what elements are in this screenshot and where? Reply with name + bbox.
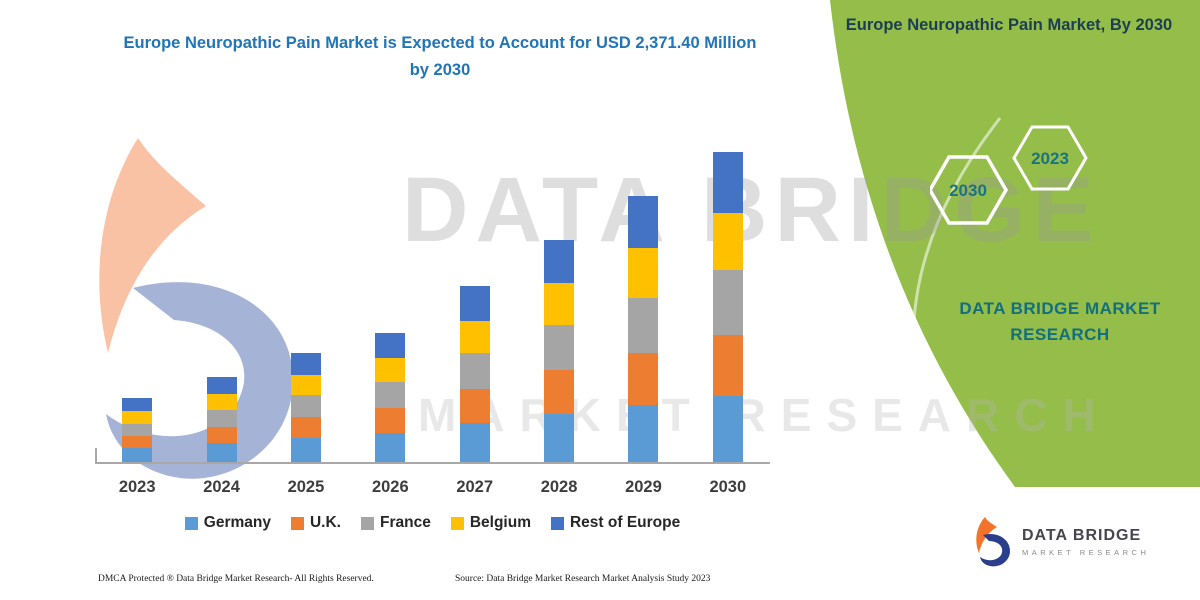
bar-segment-u-k- xyxy=(122,436,153,448)
bar-2030 xyxy=(712,152,743,462)
hexagon-badges: 2030 2023 xyxy=(930,125,1088,225)
databridge-watermark-logo-icon xyxy=(99,138,293,479)
bar-segment-u-k- xyxy=(459,388,490,423)
bar-segment-germany xyxy=(375,432,406,462)
bar-2027 xyxy=(459,286,490,462)
bar-segment-france xyxy=(122,424,153,436)
brand-text: DATA BRIDGE MARKET RESEARCH xyxy=(959,299,1161,344)
hexagon-2023-outline xyxy=(1012,125,1088,191)
databridge-logo-icon xyxy=(976,517,1010,567)
dmca-notice: DMCA Protected ® Data Bridge Market Rese… xyxy=(98,574,374,584)
bar-segment-rest-of-europe xyxy=(628,196,659,249)
watermark-flame-shape xyxy=(99,138,206,353)
x-axis-label-2025: 2025 xyxy=(287,478,325,496)
bar-segment-germany xyxy=(628,404,659,462)
watermark-b-shape xyxy=(106,282,293,479)
logo-b-shape xyxy=(980,533,1010,567)
bar-segment-u-k- xyxy=(206,426,237,443)
plot-area xyxy=(95,152,770,464)
bar-2025 xyxy=(290,352,321,462)
bar-segment-u-k- xyxy=(375,407,406,433)
bar-2029 xyxy=(628,196,659,462)
bar-segment-u-k- xyxy=(544,369,575,414)
bar-segment-rest-of-europe xyxy=(544,240,575,284)
bar-segment-belgium xyxy=(712,213,743,271)
x-axis-label-2026: 2026 xyxy=(371,478,409,496)
y-axis-tick xyxy=(95,448,97,462)
chart-legend: Germany U.K. France Belgium Rest of Europe xyxy=(75,514,790,532)
chart-title: Europe Neuropathic Pain Market is Expect… xyxy=(123,34,757,80)
bar-2023 xyxy=(122,397,153,462)
legend-item-belgium: Belgium xyxy=(450,514,531,532)
databridge-logo: DATA BRIDGE MARKET RESEARCH xyxy=(972,516,1149,568)
bar-segment-rest-of-europe xyxy=(459,286,490,321)
legend-swatch xyxy=(184,516,198,530)
bar-segment-u-k- xyxy=(290,416,321,438)
bar-segment-rest-of-europe xyxy=(712,152,743,214)
green-panel-shape xyxy=(830,0,1200,487)
legend-item-france: France xyxy=(360,514,431,532)
bar-segment-germany xyxy=(122,448,153,462)
x-axis-label-2029: 2029 xyxy=(625,478,662,496)
bar-segment-germany xyxy=(459,422,490,462)
x-axis-label-2023: 2023 xyxy=(118,478,156,496)
bar-segment-u-k- xyxy=(628,352,659,405)
bar-segment-germany xyxy=(206,442,237,462)
legend-swatch xyxy=(550,516,564,530)
logo-name: DATA BRIDGE xyxy=(1022,527,1142,544)
hexagon-2030-label: 2030 xyxy=(949,181,987,200)
x-axis-label-2027: 2027 xyxy=(456,478,494,496)
legend-label: U.K. xyxy=(309,514,341,531)
bar-segment-belgium xyxy=(206,393,237,410)
bar-segment-belgium xyxy=(459,320,490,353)
bar-2028 xyxy=(544,240,575,462)
bar-segment-germany xyxy=(712,395,743,462)
watermark-text-primary: DATA BRIDGE xyxy=(402,159,1101,261)
bar-segment-germany xyxy=(290,437,321,462)
bar-segment-belgium xyxy=(122,410,153,424)
x-axis-label-2024: 2024 xyxy=(203,478,240,496)
bar-segment-rest-of-europe xyxy=(375,332,406,358)
bar-segment-belgium xyxy=(628,248,659,298)
bar-segment-france xyxy=(206,409,237,427)
legend-swatch xyxy=(290,516,304,530)
legend-item-rest-of-europe: Rest of Europe xyxy=(550,514,681,532)
bar-segment-france xyxy=(544,324,575,370)
bar-segment-rest-of-europe xyxy=(290,352,321,375)
bar-segment-france xyxy=(628,297,659,353)
legend-label: Belgium xyxy=(469,514,531,531)
bar-segment-france xyxy=(712,270,743,335)
bar-2024 xyxy=(206,376,237,462)
bar-segment-france xyxy=(375,381,406,408)
bar-segment-rest-of-europe xyxy=(206,376,237,394)
x-axis-labels: 2023 2024 2025 2026 2027 2028 2029 2030 xyxy=(95,478,770,497)
bar-segment-belgium xyxy=(544,283,575,325)
legend-swatch xyxy=(360,516,374,530)
bar-segment-u-k- xyxy=(712,334,743,396)
legend-label: France xyxy=(379,514,431,531)
bar-segment-france xyxy=(459,352,490,389)
bar-2026 xyxy=(375,332,406,462)
legend-item-germany: Germany xyxy=(184,514,271,532)
x-axis-label-2028: 2028 xyxy=(540,478,578,496)
hexagon-2023-label: 2023 xyxy=(1031,149,1069,168)
legend-label: Rest of Europe xyxy=(569,514,681,531)
legend-label: Germany xyxy=(203,514,271,531)
legend-item-u-k-: U.K. xyxy=(290,514,341,532)
bar-segment-belgium xyxy=(375,357,406,382)
bar-segment-belgium xyxy=(290,374,321,395)
side-panel-title: Europe Neuropathic Pain Market, By 2030 xyxy=(845,16,1173,34)
source-note: Source: Data Bridge Market Research Mark… xyxy=(455,574,711,584)
bar-segment-germany xyxy=(544,413,575,462)
watermark-text-secondary: MARKET RESEARCH xyxy=(418,389,1111,441)
x-axis-label-2030: 2030 xyxy=(709,478,747,496)
hexagon-2030-outline xyxy=(930,155,1009,225)
decorative-arc xyxy=(911,117,1002,488)
legend-swatch xyxy=(450,516,464,530)
bar-segment-rest-of-europe xyxy=(122,397,153,411)
logo-subtitle: MARKET RESEARCH xyxy=(1022,548,1150,557)
bar-segment-france xyxy=(290,394,321,417)
